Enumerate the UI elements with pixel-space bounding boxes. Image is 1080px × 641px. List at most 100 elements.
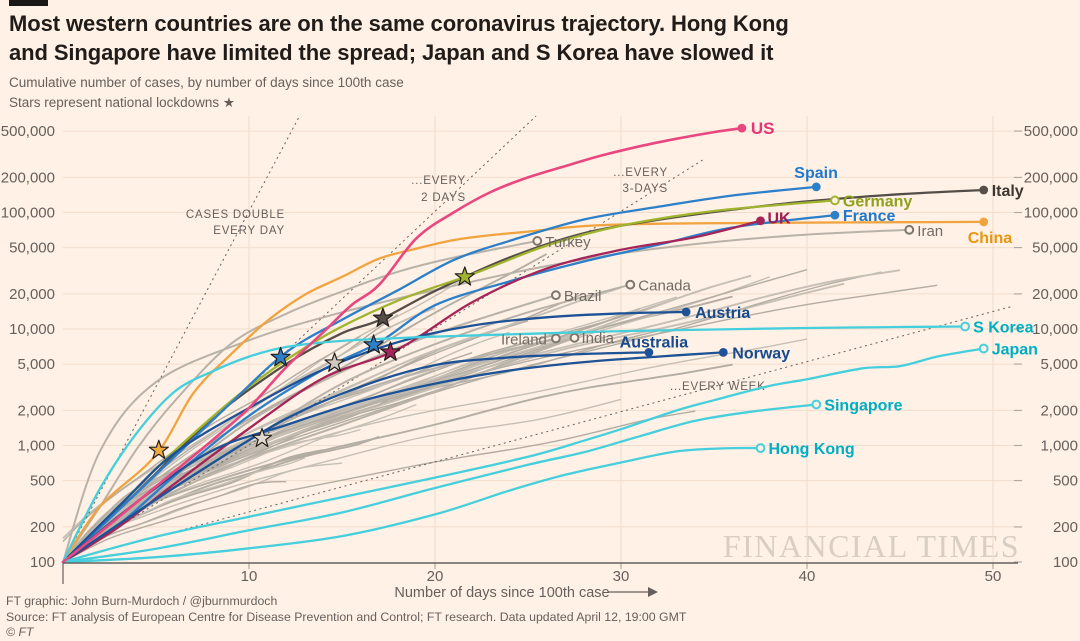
doubling-annotation: CASES DOUBLE — [186, 209, 285, 221]
x-axis-label: 20 — [427, 568, 444, 585]
doubling-guide-line — [62, 305, 1013, 563]
y-axis-label-left: 2,000 — [17, 402, 55, 419]
background-line — [62, 410, 696, 563]
country-label-singapore: Singapore — [824, 397, 902, 414]
doubling-guide-line — [62, 115, 300, 563]
y-axis-label-left: 500 — [30, 473, 55, 490]
endpoint-dot — [718, 347, 728, 357]
x-axis-label: 50 — [985, 568, 1002, 585]
series-line-austria — [61, 310, 688, 564]
y-axis-label-left: 1,000 — [17, 438, 55, 455]
background-line — [62, 269, 901, 563]
y-axis-label-left: 200,000 — [1, 169, 55, 186]
doubling-annotation: ...EVERY — [613, 167, 668, 179]
series-line-iran — [62, 228, 911, 563]
endpoint-dot — [979, 185, 989, 195]
series-line-norway — [61, 351, 725, 564]
country-label-china: China — [968, 230, 1013, 247]
subtitle-line-2-lockdown-star-note: Stars represent national lockdowns ★ — [9, 95, 235, 110]
series-line-singapore — [61, 403, 818, 564]
country-label-france: France — [843, 208, 896, 225]
y-axis-label-left: 100,000 — [1, 205, 55, 222]
endpoint-dot — [569, 332, 580, 343]
endpoint-dot — [979, 217, 989, 227]
lockdown-star — [148, 439, 169, 459]
endpoint-dot — [681, 307, 691, 317]
x-axis-arrow-head — [648, 587, 658, 597]
series-line-turkey — [62, 239, 539, 563]
endpoint-dot — [830, 210, 840, 220]
background-country-lines — [62, 253, 938, 563]
doubling-annotation: ...EVERY WEEK — [670, 381, 766, 393]
series-line-australia — [61, 351, 651, 564]
doubling-annotation: 2 DAYS — [421, 192, 466, 204]
endpoint-dot — [978, 343, 989, 354]
title-line-1: Most western countries are on the same c… — [9, 11, 789, 36]
lockdown-stars — [148, 266, 475, 459]
y-axis-label-left: 10,000 — [9, 321, 55, 338]
lockdown-star — [363, 334, 384, 354]
lockdown-star — [270, 346, 291, 367]
series-line-spain — [61, 185, 818, 564]
endpoint-dot — [532, 236, 543, 246]
series-line-india — [62, 336, 576, 563]
lockdown-star — [372, 307, 393, 327]
endpoint-dot — [811, 399, 822, 410]
y-axis-label-right: 200 — [1053, 519, 1078, 536]
y-axis-label-left: 200 — [30, 519, 55, 536]
country-label-hong-kong: Hong Kong — [769, 441, 855, 458]
y-axis-label-right: 100,000 — [1024, 205, 1078, 222]
country-label-iran: Iran — [917, 223, 943, 240]
y-axis-label-right: 5,000 — [1040, 356, 1078, 373]
series-line-china — [61, 220, 985, 564]
background-line — [62, 282, 845, 563]
endpoint-dot — [960, 321, 970, 332]
background-line — [62, 271, 882, 563]
series-line-s-korea — [61, 325, 967, 564]
y-axis-label-left: 100 — [30, 554, 55, 571]
country-label-germany: Germany — [843, 193, 912, 210]
y-axis-label-right: 50,000 — [1032, 240, 1078, 257]
x-axis-label: 40 — [799, 568, 816, 585]
country-label-turkey: Turkey — [545, 234, 591, 251]
doubling-guide-line — [62, 115, 537, 563]
footer-copyright: © FT — [6, 625, 34, 639]
country-label-japan: Japan — [992, 342, 1038, 359]
country-label-austria: Austria — [695, 305, 750, 322]
endpoint-dot — [756, 216, 765, 226]
lockdown-star — [454, 266, 475, 286]
country-label-canada: Canada — [638, 278, 691, 295]
doubling-guides: CASES DOUBLE EVERY DAY ...EVERY 2 DAYS ...EV… — [62, 115, 1013, 563]
country-label-us: US — [751, 119, 775, 138]
y-axis-label-left: 500,000 — [1, 123, 55, 140]
country-label-uk: UK — [768, 211, 792, 228]
background-line — [62, 398, 622, 563]
footer-source: Source: FT analysis of European Centre f… — [6, 609, 687, 624]
y-axis-label-right: 20,000 — [1032, 286, 1078, 303]
country-label-india: India — [582, 330, 615, 347]
country-label-spain: Spain — [794, 165, 838, 182]
lockdown-star — [380, 341, 401, 361]
endpoint-dot — [644, 347, 654, 357]
x-axis-label: 10 — [241, 568, 258, 585]
y-axis-label-right: 200,000 — [1024, 169, 1078, 186]
x-axis-label: 30 — [613, 568, 630, 585]
doubling-annotation: EVERY DAY — [213, 225, 285, 237]
y-axis-label-right: 500 — [1053, 473, 1078, 490]
y-axis-label-left: 20,000 — [9, 286, 55, 303]
lockdown-star — [251, 427, 273, 448]
financial-times-watermark: FINANCIAL TIMES — [722, 528, 1020, 564]
endpoint-dot — [811, 182, 821, 192]
endpoint-dot — [625, 279, 636, 290]
endpoint-dot — [755, 443, 766, 453]
y-axis-label-right: 2,000 — [1040, 402, 1078, 419]
ft-top-bar — [9, 0, 48, 6]
background-line — [62, 284, 938, 563]
doubling-annotation: 3-DAYS — [623, 183, 669, 195]
series-line-japan — [61, 347, 985, 564]
y-axis-label-left: 50,000 — [9, 240, 55, 257]
endpoint-dot — [551, 290, 561, 301]
country-label-norway: Norway — [732, 345, 790, 362]
